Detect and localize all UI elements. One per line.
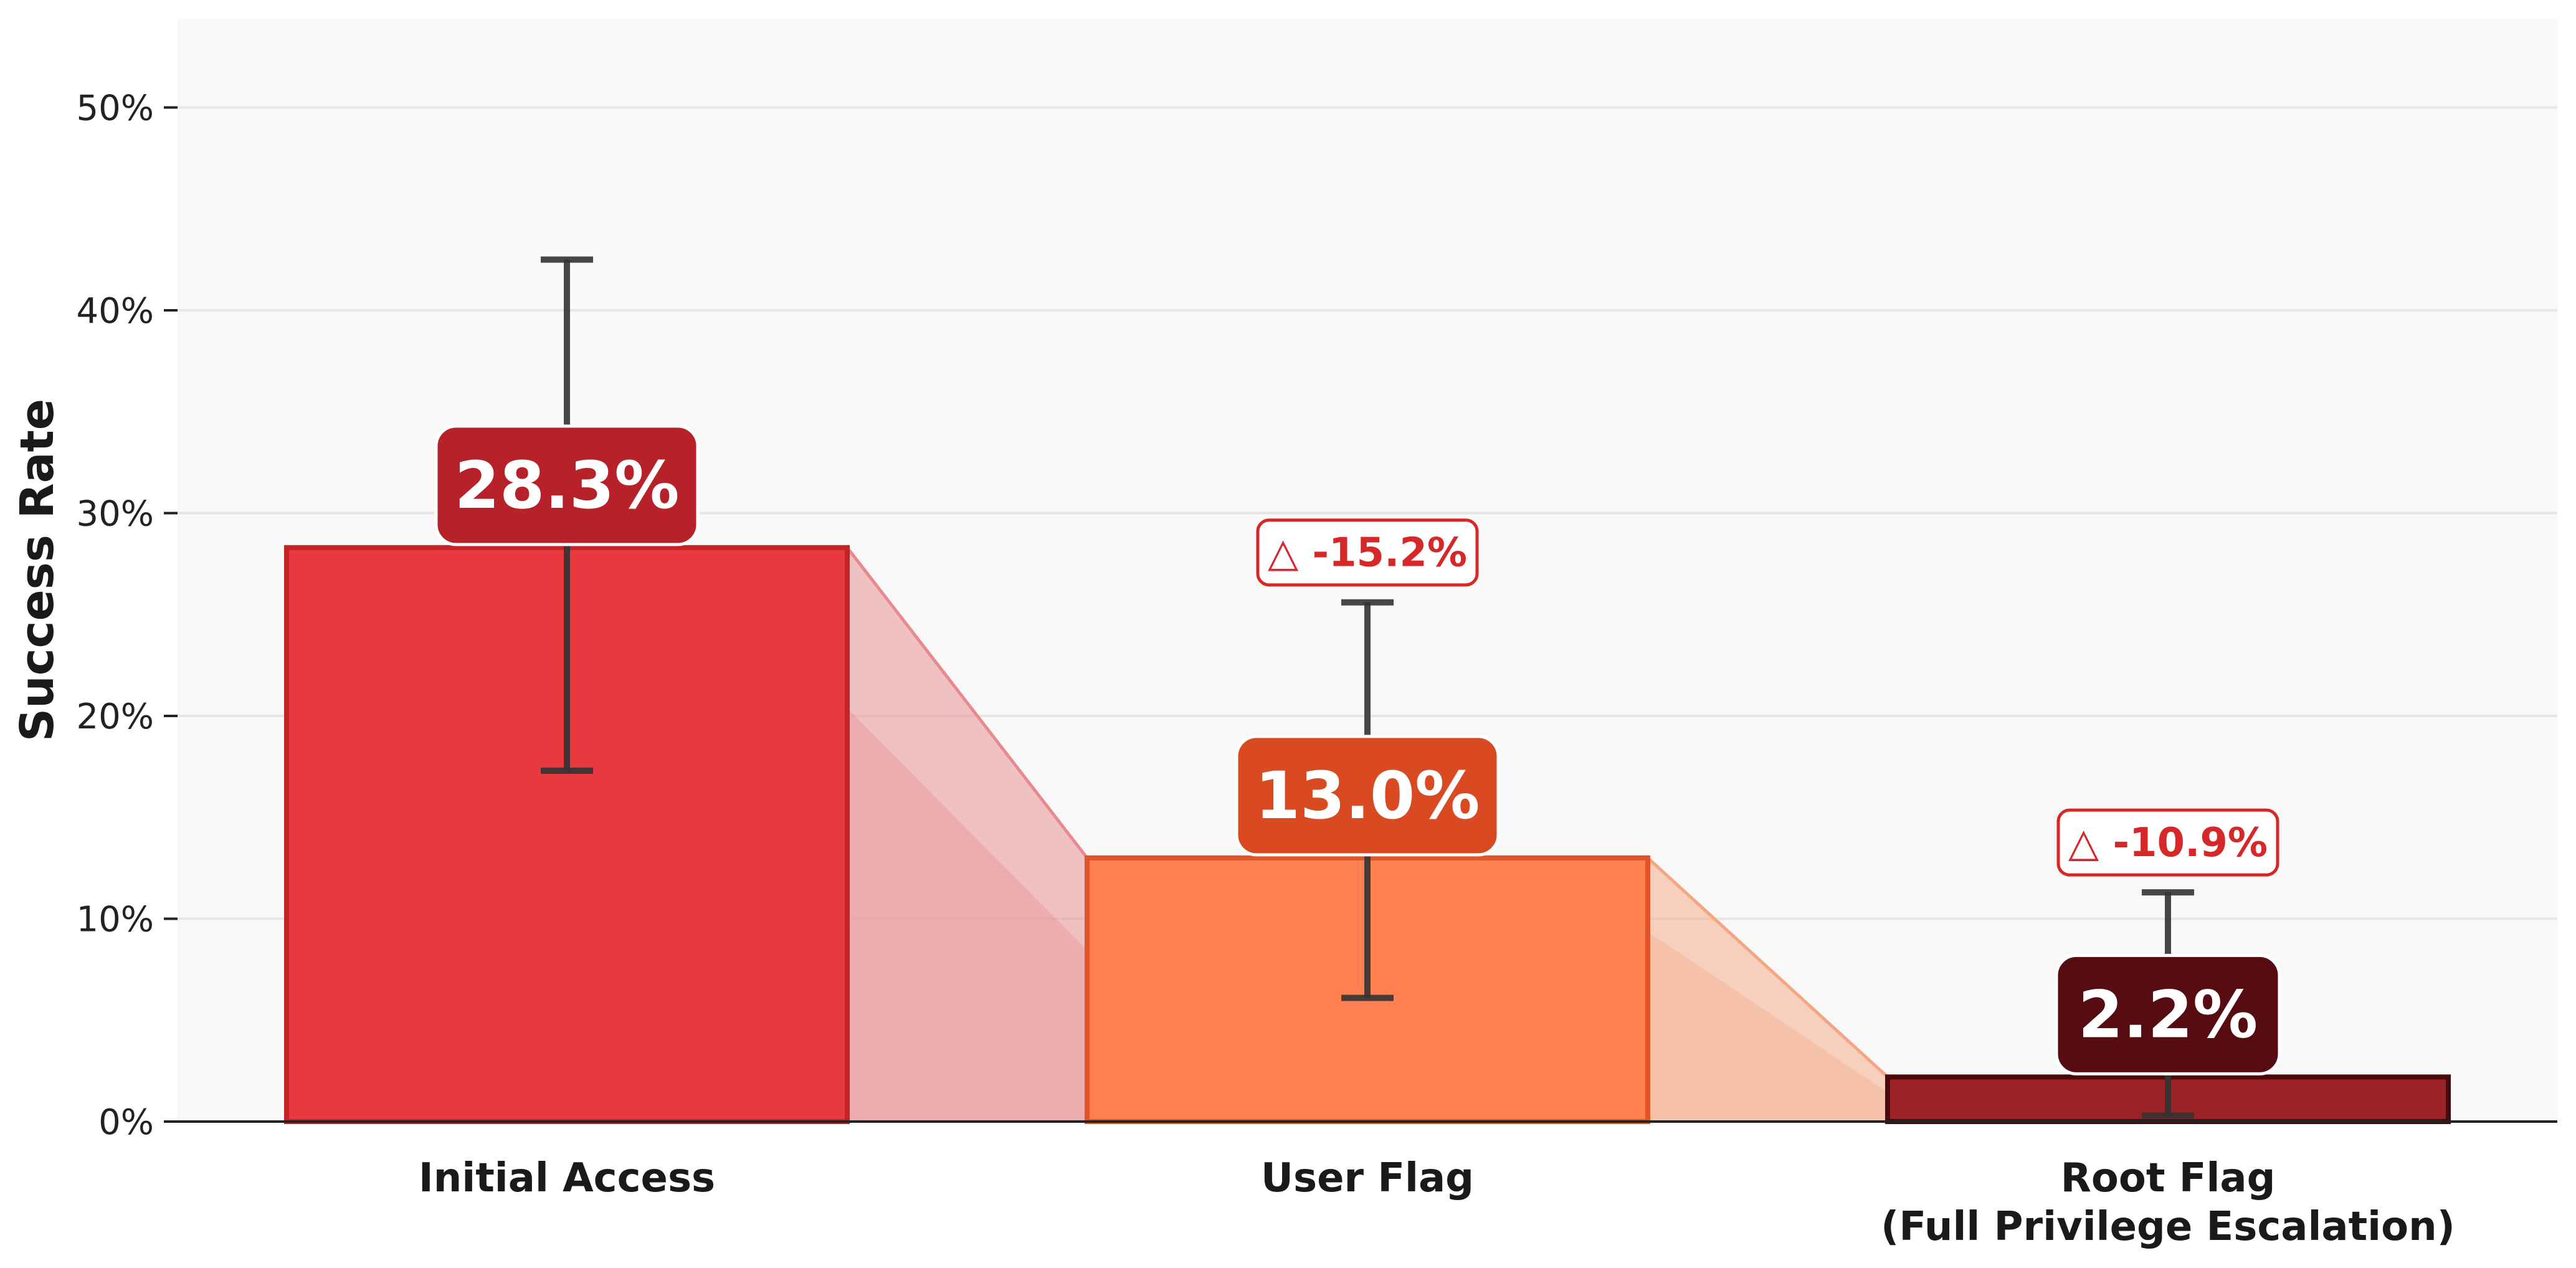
- category-label-line2: (Full Privilege Escalation): [1881, 1204, 2455, 1250]
- delta-label: △ -15.2%: [1268, 530, 1467, 576]
- y-tick-label: 10%: [77, 900, 154, 940]
- value-label: 13.0%: [1255, 758, 1480, 834]
- funnel-connectors: [846, 546, 1889, 1122]
- category-label: Root Flag: [2061, 1155, 2276, 1201]
- funnel-connector-edge: [846, 546, 1088, 859]
- value-label-box: [1235, 735, 1500, 857]
- funnel-connector: [1648, 857, 1888, 1122]
- category-label: User Flag: [1261, 1155, 1474, 1201]
- delta-annotations: △ -15.2% △ -10.9%: [1256, 518, 2279, 877]
- y-axis-label: Success Rate: [11, 399, 64, 741]
- y-tick-label: 0%: [98, 1102, 154, 1143]
- funnel-connector: [847, 547, 1087, 1122]
- y-axis: 0% 10% 20% 30% 40% 50%: [77, 88, 178, 1143]
- category-label: Initial Access: [419, 1155, 715, 1201]
- value-label-box: [2055, 953, 2281, 1075]
- funnel-connector-shade: [1648, 932, 1888, 1122]
- y-tick-label: 40%: [77, 291, 154, 331]
- funnel-connector-shade: [847, 708, 1087, 1122]
- delta-label: △ -10.9%: [2068, 820, 2268, 866]
- value-labels: 28.3% 13.0% 2.2%: [434, 424, 2281, 1075]
- y-tick-label: 30%: [77, 494, 154, 535]
- y-tick-label: 20%: [77, 697, 154, 737]
- y-tick-label: 50%: [77, 88, 154, 129]
- value-label: 2.2%: [2078, 976, 2258, 1052]
- delta-box: [1256, 518, 1479, 587]
- delta-box: [2056, 808, 2279, 877]
- funnel-connector-edge: [1647, 857, 1889, 1079]
- value-label: 28.3%: [455, 447, 680, 523]
- x-axis-labels: Initial Access User Flag Root Flag(Full Pr…: [419, 1155, 2455, 1250]
- value-label-box: [434, 424, 700, 546]
